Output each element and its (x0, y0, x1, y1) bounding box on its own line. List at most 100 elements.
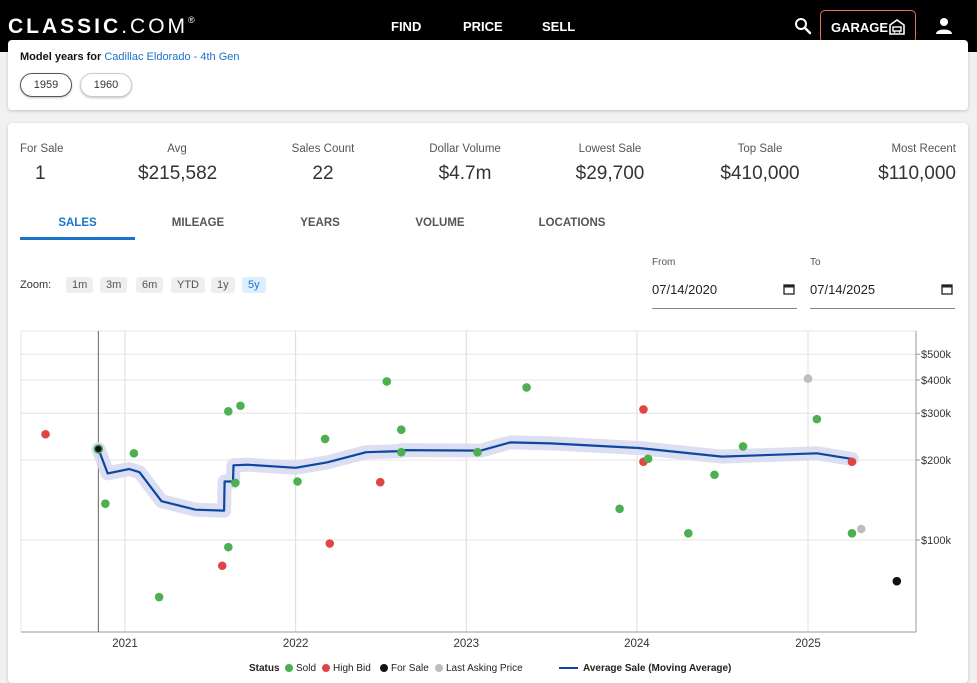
data-point (396, 447, 406, 457)
model-link[interactable]: Cadillac Eldorado - 4th Gen (104, 51, 240, 63)
site-logo[interactable]: CLASSIC.COM® (8, 15, 195, 39)
stat-for-sale: For Sale 1 (20, 143, 63, 185)
data-point (738, 442, 748, 451)
garage-button-label: GARAGE (831, 20, 889, 35)
x-tick-label: 2022 (283, 638, 309, 650)
year-chip-1960[interactable]: 1960 (80, 73, 132, 97)
y-tick-label: $500k (921, 349, 951, 361)
logo-main-text: CLASSIC (8, 15, 122, 38)
legend-label: For Sale (391, 663, 429, 674)
zoom-1m-button[interactable]: 1m (66, 277, 94, 293)
data-point (643, 454, 653, 464)
active-tab-indicator (20, 237, 135, 240)
x-tick-label: 2023 (453, 638, 479, 650)
x-tick-label: 2024 (624, 638, 650, 650)
data-point (325, 539, 335, 548)
y-axis-labels: $100k $200k $300k $400k $500k (916, 349, 951, 547)
data-point (812, 414, 822, 424)
user-account-icon[interactable] (935, 17, 953, 35)
x-axis-labels: 2021 2022 2023 2024 2025 (112, 638, 821, 650)
zoom-6m-button[interactable]: 6m (136, 277, 164, 293)
sale-points (41, 374, 902, 602)
stat-lowest-sale: Lowest Sale $29,700 (572, 143, 648, 185)
legend-label: Average Sale (Moving Average) (583, 663, 731, 674)
calendar-icon[interactable] (941, 283, 953, 295)
zoom-ytd-button[interactable]: YTD (171, 277, 205, 293)
zoom-5y-button[interactable]: 5y (242, 277, 266, 293)
to-date-label: To (810, 257, 821, 268)
calendar-icon[interactable] (783, 283, 795, 295)
zoom-1y-button[interactable]: 1y (211, 277, 235, 293)
stat-value: 1 (35, 163, 46, 184)
nav-sell-link[interactable]: SELL (542, 19, 576, 34)
stat-value: $110,000 (878, 163, 956, 184)
stat-label: Dollar Volume (429, 143, 501, 155)
stat-value: $29,700 (575, 163, 645, 184)
hover-marker (93, 444, 104, 454)
legend-marker (285, 664, 293, 672)
average-sale-line-path (97, 441, 853, 512)
garage-icon (889, 19, 905, 35)
y-tick-label: $200k (921, 455, 951, 467)
zoom-3m-button[interactable]: 3m (100, 277, 128, 293)
data-point (710, 470, 719, 480)
nav-price-link[interactable]: PRICE (463, 19, 503, 34)
y-tick-label: $400k (921, 375, 951, 387)
data-point (231, 478, 240, 488)
logo-dot-text: .COM (121, 15, 189, 38)
from-date-label: From (652, 257, 676, 268)
data-point (154, 592, 164, 602)
data-point (803, 374, 813, 383)
year-chip-1959[interactable]: 1959 (20, 73, 72, 97)
stat-value: $4.7m (438, 163, 492, 184)
data-point (41, 429, 50, 439)
stat-top-sale: Top Sale $410,000 (716, 143, 804, 185)
tab-years[interactable]: YEARS (300, 217, 340, 229)
model-years-label: Model years for Cadillac Eldorado - 4th … (20, 51, 240, 63)
stat-label: Sales Count (291, 143, 355, 155)
tab-locations[interactable]: LOCATIONS (538, 217, 606, 229)
data-point (522, 383, 531, 392)
from-date-input[interactable]: 07/14/2020 (652, 279, 797, 309)
tab-volume[interactable]: VOLUME (415, 217, 465, 229)
data-point (396, 425, 406, 435)
stat-avg: Avg $215,582 (138, 143, 218, 185)
search-icon[interactable] (794, 17, 812, 35)
legend-label: Last Asking Price (446, 663, 523, 674)
from-date-value: 07/14/2020 (652, 282, 718, 297)
data-point (847, 457, 857, 467)
data-point (684, 528, 693, 538)
to-date-input[interactable]: 07/14/2025 (810, 279, 955, 309)
stat-value: 22 (312, 163, 334, 184)
x-tick-label: 2025 (795, 638, 821, 650)
legend-label: High Bid (333, 663, 371, 674)
data-point (320, 434, 330, 444)
data-point (293, 477, 302, 486)
to-date-value: 07/14/2025 (810, 282, 876, 297)
data-point (129, 448, 139, 458)
data-point (856, 524, 866, 534)
data-point (892, 576, 902, 586)
legend-marker (380, 664, 388, 672)
data-point (224, 542, 233, 552)
stat-dollar-volume: Dollar Volume $4.7m (424, 143, 506, 185)
stat-sales-count: Sales Count 22 (285, 143, 361, 185)
data-point (382, 377, 392, 386)
stat-label: Lowest Sale (578, 143, 642, 155)
data-point (473, 447, 482, 457)
data-point (847, 528, 857, 538)
zoom-label: Zoom: (20, 279, 52, 291)
y-tick-label: $300k (921, 408, 951, 420)
data-point (236, 401, 245, 411)
stat-label: Avg (167, 143, 187, 155)
average-sale-line (97, 441, 853, 512)
model-years-card: Model years for Cadillac Eldorado - 4th … (8, 40, 968, 110)
tab-sales[interactable]: SALES (58, 217, 97, 229)
tab-mileage[interactable]: MILEAGE (171, 217, 225, 229)
stat-label: For Sale (20, 143, 64, 155)
legend-marker (435, 664, 443, 672)
stat-value: $215,582 (138, 163, 218, 184)
stat-label: Top Sale (737, 143, 783, 155)
nav-find-link[interactable]: FIND (391, 19, 422, 34)
